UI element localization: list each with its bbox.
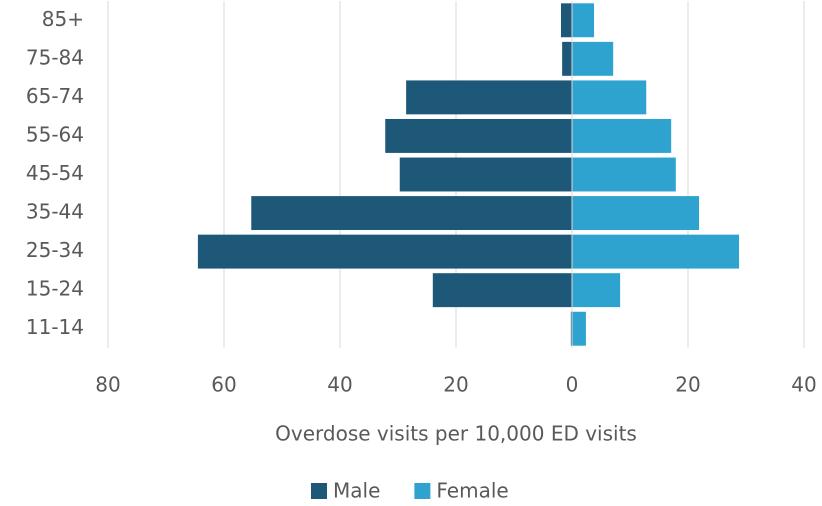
bar [432, 273, 572, 308]
x-tick-label: 20 [443, 373, 468, 397]
bar [572, 3, 595, 38]
legend-label: Female [436, 479, 508, 503]
y-tick-label: 55-64 [26, 122, 84, 146]
x-tick-label: 40 [327, 373, 352, 397]
bar [560, 3, 572, 38]
y-tick-label: 35-44 [26, 200, 84, 224]
x-axis-title: Overdose visits per 10,000 ED visits [275, 422, 637, 446]
y-tick-label: 25-34 [26, 238, 84, 262]
bar [562, 41, 572, 76]
y-tick-label: 45-54 [26, 161, 84, 185]
bar [399, 157, 572, 192]
legend-swatch [414, 483, 431, 499]
bar [572, 80, 647, 115]
bar [572, 118, 672, 153]
y-tick-label: 75-84 [26, 45, 84, 69]
legend-swatch [311, 483, 327, 499]
x-tick-label: 0 [566, 373, 579, 397]
legend-label: Male [333, 479, 380, 503]
x-tick-label: 20 [675, 373, 700, 397]
bar [572, 157, 676, 192]
bar [572, 41, 614, 76]
y-tick-label: 11-14 [26, 315, 84, 339]
bar [572, 196, 700, 231]
bar [251, 196, 572, 231]
x-tick-label: 40 [791, 373, 816, 397]
bar [572, 234, 740, 269]
x-tick-label: 60 [211, 373, 236, 397]
bar [572, 273, 621, 308]
bar [385, 118, 572, 153]
y-tick-label: 15-24 [26, 277, 84, 301]
y-tick-label: 85+ [42, 7, 84, 31]
bar [197, 234, 572, 269]
bar [572, 311, 586, 346]
y-tick-label: 65-74 [26, 84, 84, 108]
x-tick-label: 80 [95, 373, 120, 397]
bar [406, 80, 572, 115]
bar [570, 311, 572, 346]
